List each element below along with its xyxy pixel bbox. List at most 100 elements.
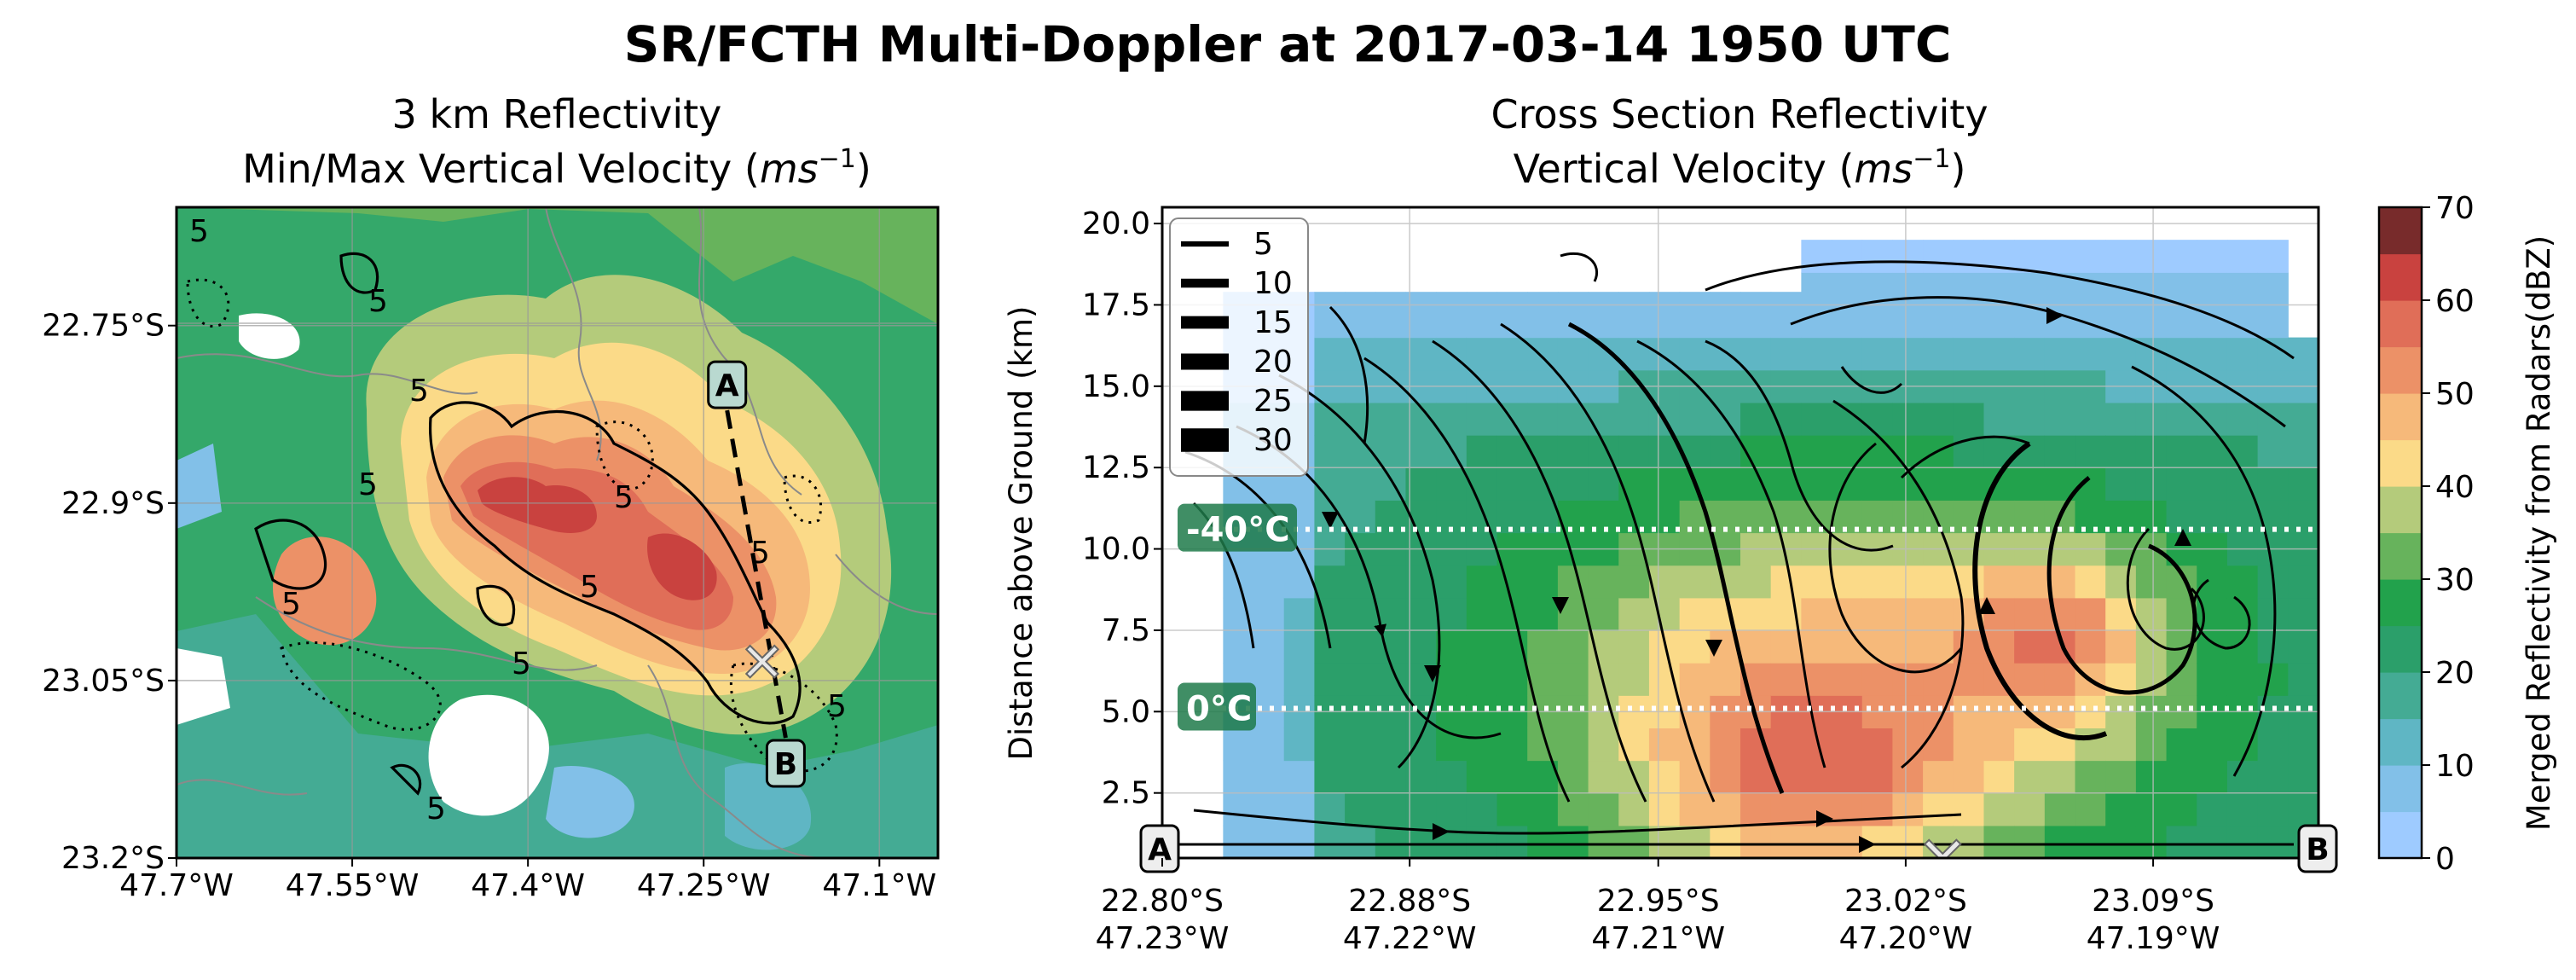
reflectivity-cell [1861, 728, 1894, 762]
reflectivity-cell [1679, 337, 1711, 371]
reflectivity-cell [2014, 565, 2046, 599]
reflectivity-cell [1405, 565, 1437, 599]
map-panel-title: 3 km Reflectivity Min/Max Vertical Veloc… [242, 91, 871, 192]
reflectivity-cell [1710, 760, 1741, 794]
xsec-panel-title: Cross Section Reflectivity Vertical Velo… [1491, 91, 1988, 192]
reflectivity-cell [1832, 760, 1863, 794]
reflectivity-cell [2075, 435, 2106, 468]
reflectivity-cell [1740, 629, 1772, 664]
reflectivity-cell [1801, 760, 1832, 794]
reflectivity-cell [2135, 792, 2168, 826]
reflectivity-cell [2257, 240, 2289, 273]
reflectivity-cell [2197, 337, 2228, 371]
border-line [698, 207, 802, 496]
map-contour-label: 5 [827, 689, 847, 724]
reflectivity-cell [2166, 272, 2197, 306]
streamline [1432, 339, 1647, 803]
reflectivity-cell [1892, 304, 1924, 339]
streamline [1278, 374, 1441, 769]
reflectivity-cell [1527, 292, 1559, 306]
reflectivity-cell [1923, 760, 1954, 794]
reflectivity-cell [1983, 792, 2015, 826]
reflectivity-cell [1832, 825, 1863, 858]
reflectivity-cell [1496, 792, 1528, 826]
reflectivity-cell [2105, 629, 2137, 664]
reflectivity-cell [1832, 240, 1863, 273]
reflectivity-cell [1953, 728, 1985, 762]
reflectivity-cell [1345, 565, 1376, 599]
reflectivity-cell [1770, 792, 1802, 826]
reflectivity-cell [1405, 792, 1437, 826]
reflectivity-cell [1832, 272, 1863, 306]
reflectivity-cell [1801, 565, 1832, 599]
xsec-x-tick-lat: 22.80°S [1101, 884, 1224, 919]
reflectivity-cell [1770, 728, 1802, 762]
reflectivity-cell [1710, 663, 1741, 696]
reflectivity-cell [1496, 435, 1528, 468]
reflectivity-cell [1801, 240, 1832, 273]
reflectivity-cell [2014, 500, 2046, 534]
map-x-tick-label: 47.4°W [471, 868, 585, 903]
map-x-tick-label: 47.7°W [119, 868, 234, 903]
reflectivity-cell [2014, 629, 2046, 664]
reflectivity-cell [1557, 337, 1589, 371]
reflectivity-cell [1892, 825, 1924, 858]
reflectivity-cell [1740, 402, 1772, 436]
reflectivity-cell [1923, 728, 1954, 762]
reflectivity-cell [2197, 240, 2228, 273]
reflectivity-cell [1861, 402, 1894, 436]
reflectivity-cell [1983, 337, 2015, 371]
map-echo-core-east [647, 533, 717, 600]
reflectivity-cell [1710, 597, 1741, 631]
streamline [1500, 322, 1716, 803]
reflectivity-cell [1314, 292, 1346, 306]
reflectivity-cell [2166, 337, 2197, 371]
map-contour-label: 5 [368, 284, 388, 319]
reflectivity-cell [1618, 435, 1650, 468]
xsec-y-tick-label: 15.0 [1082, 369, 1150, 404]
legend-label: 5 [1253, 227, 1273, 262]
reflectivity-cell [2075, 825, 2106, 858]
reflectivity-cell [2014, 337, 2046, 371]
reflectivity-cell [1557, 292, 1589, 306]
reflectivity-cell [1710, 728, 1741, 762]
updraft-contour [339, 252, 379, 294]
reflectivity-cell [2105, 825, 2137, 858]
reflectivity-cell [1557, 565, 1589, 599]
reflectivity-cell [1770, 337, 1802, 371]
reflectivity-cell [1953, 467, 1985, 501]
reflectivity-cell [1679, 597, 1711, 631]
reflectivity-cell [2288, 597, 2318, 631]
reflectivity-cell [1253, 728, 1285, 762]
reflectivity-cell [2044, 402, 2076, 436]
reflectivity-cell [2075, 337, 2106, 371]
reflectivity-cell [1405, 467, 1437, 501]
reflectivity-cell [1892, 565, 1924, 599]
reflectivity-cell [1314, 435, 1346, 468]
map-marker-glyph: ✕ [739, 632, 785, 695]
xsec-end-label: B [2306, 832, 2329, 867]
reflectivity-cell [1223, 728, 1254, 762]
legend-label: 20 [1253, 345, 1293, 380]
reflectivity-cell [2014, 597, 2046, 631]
reflectivity-cell [2288, 792, 2318, 826]
reflectivity-cell [1253, 565, 1285, 599]
reflectivity-cell [1466, 597, 1498, 631]
reflectivity-cell [2257, 825, 2289, 858]
reflectivity-cell [1648, 792, 1681, 826]
xsec-x-tick-lon: 47.21°W [1591, 921, 1725, 956]
xsec-end-marker: B [2297, 824, 2338, 873]
reflectivity-cell [2014, 240, 2046, 273]
xsec-isotherms: -40°C 0°C [1162, 503, 2318, 731]
map-no-echo-south [428, 694, 549, 816]
colorbar-bin [2379, 253, 2422, 301]
map-echo-west-cell [273, 536, 377, 646]
reflectivity-cell [1770, 467, 1802, 501]
reflectivity-cell [1892, 240, 1924, 273]
reflectivity-cell [1527, 337, 1559, 371]
reflectivity-cell [2135, 240, 2168, 273]
reflectivity-cell [2166, 792, 2197, 826]
reflectivity-cell [1740, 500, 1772, 534]
map-updraft-contours [254, 252, 802, 796]
reflectivity-cell [1283, 597, 1316, 631]
